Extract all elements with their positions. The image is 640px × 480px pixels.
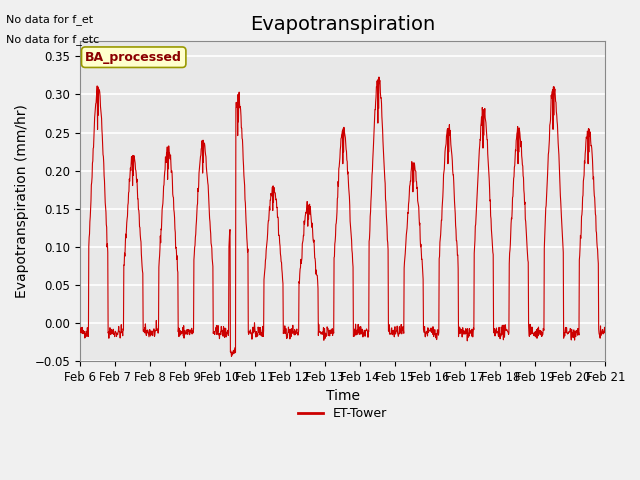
Text: BA_processed: BA_processed bbox=[85, 51, 182, 64]
Legend: ET-Tower: ET-Tower bbox=[293, 402, 392, 425]
Y-axis label: Evapotranspiration (mm/hr): Evapotranspiration (mm/hr) bbox=[15, 104, 29, 298]
Text: No data for f_et: No data for f_et bbox=[6, 14, 93, 25]
X-axis label: Time: Time bbox=[326, 389, 360, 403]
Title: Evapotranspiration: Evapotranspiration bbox=[250, 15, 435, 34]
Text: No data for f_etc: No data for f_etc bbox=[6, 34, 100, 45]
